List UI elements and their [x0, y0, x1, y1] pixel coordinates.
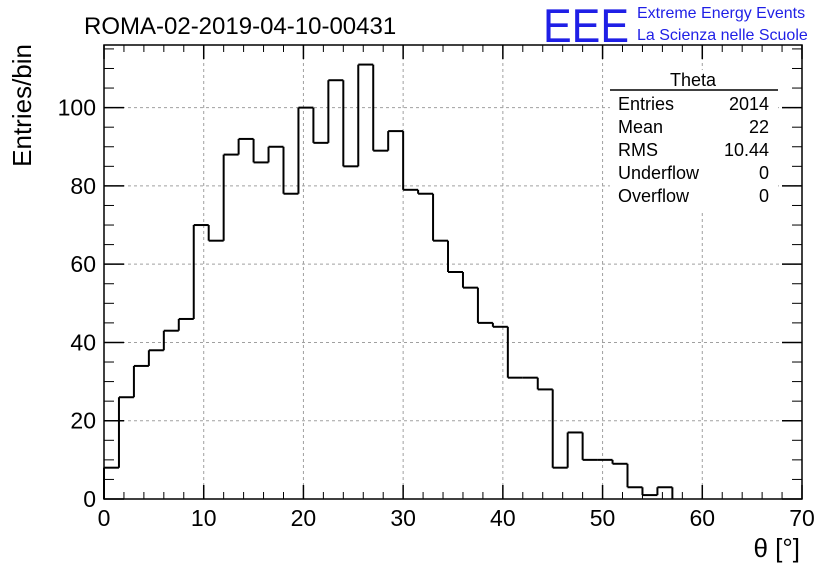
histogram-bin — [581, 432, 598, 461]
eee-logo: EEE Extreme Energy Events La Scienza nel… — [543, 0, 808, 52]
histogram-bin — [417, 189, 434, 195]
x-axis-title: θ [°] — [753, 533, 800, 563]
histogram-bin — [117, 396, 134, 468]
histogram-bin — [297, 106, 314, 194]
tick-layer: 0 10 20 30 40 50 60 70 0 20 40 60 80 100 — [58, 45, 815, 531]
x-tick-label: 60 — [689, 505, 715, 531]
histogram-bin — [491, 322, 508, 328]
stats-box: Theta Entries 2014 Mean 22 RMS 10.44 Und… — [610, 70, 778, 212]
x-tick-label: 50 — [590, 505, 616, 531]
chart-title: ROMA-02-2019-04-10-00431 — [84, 13, 396, 40]
x-tick-label: 40 — [490, 505, 516, 531]
stats-label-underflow: Underflow — [618, 163, 700, 183]
histogram-layer — [103, 63, 674, 499]
histogram-bin — [312, 107, 329, 144]
y-axis-title: Entries/bin — [7, 44, 37, 167]
stats-value-underflow: 0 — [759, 163, 769, 183]
histogram-bin — [132, 364, 149, 398]
histogram-bin — [387, 130, 404, 151]
histogram-bin — [656, 486, 674, 499]
y-tick-label: 0 — [83, 486, 96, 512]
histogram-bin — [192, 224, 209, 319]
histogram-bin — [402, 131, 419, 191]
histogram-bin — [626, 463, 643, 489]
histogram-bin — [566, 431, 583, 468]
histogram-bin — [237, 137, 254, 155]
histogram-bin — [372, 64, 389, 152]
histogram-bin — [147, 349, 164, 366]
histogram-bin — [476, 287, 493, 324]
stats-label-mean: Mean — [618, 117, 663, 137]
histogram-bin — [177, 317, 194, 331]
histogram-bin — [267, 145, 284, 163]
logo-line-1: Extreme Energy Events — [637, 5, 805, 22]
stats-value-mean: 22 — [749, 117, 769, 137]
histogram-bin — [252, 138, 269, 164]
grid-layer — [104, 45, 802, 499]
x-tick-label: 10 — [191, 505, 217, 531]
histogram-bin — [461, 272, 478, 289]
y-tick-label: 80 — [70, 173, 96, 199]
stats-box-title: Theta — [670, 70, 717, 90]
x-tick-label: 30 — [390, 505, 416, 531]
stats-value-entries: 2014 — [729, 94, 769, 114]
stats-label-rms: RMS — [618, 140, 658, 160]
histogram-bin — [327, 79, 344, 143]
x-tick-label: 20 — [291, 505, 317, 531]
stats-value-overflow: 0 — [759, 186, 769, 206]
stats-value-rms: 10.44 — [724, 140, 769, 160]
histogram-bin — [611, 459, 628, 465]
x-tick-label: 0 — [98, 505, 111, 531]
histogram-bin — [357, 63, 374, 167]
y-tick-label: 60 — [70, 251, 96, 277]
histogram-bin — [536, 377, 553, 391]
histogram-bin — [282, 146, 299, 195]
plot-frame — [103, 44, 803, 500]
histogram-bin — [342, 80, 359, 168]
logo-line-2: La Scienza nelle Scuole — [637, 27, 808, 44]
logo-mark: EEE — [543, 0, 629, 52]
y-tick-label: 20 — [70, 408, 96, 434]
histogram-bin — [551, 389, 568, 469]
stats-box-background — [610, 70, 778, 212]
histogram-bin — [432, 193, 449, 242]
y-tick-label: 100 — [58, 95, 96, 121]
x-tick-label: 70 — [789, 505, 815, 531]
stats-label-entries: Entries — [618, 94, 674, 114]
histogram-bin — [641, 487, 658, 497]
histogram-bin — [222, 153, 239, 241]
stats-label-overflow: Overflow — [618, 186, 690, 206]
histogram-bin — [447, 240, 463, 273]
histogram-bin — [162, 329, 179, 351]
y-tick-label: 40 — [70, 329, 96, 355]
histogram-bin — [207, 225, 224, 242]
histogram-bin — [506, 326, 523, 379]
